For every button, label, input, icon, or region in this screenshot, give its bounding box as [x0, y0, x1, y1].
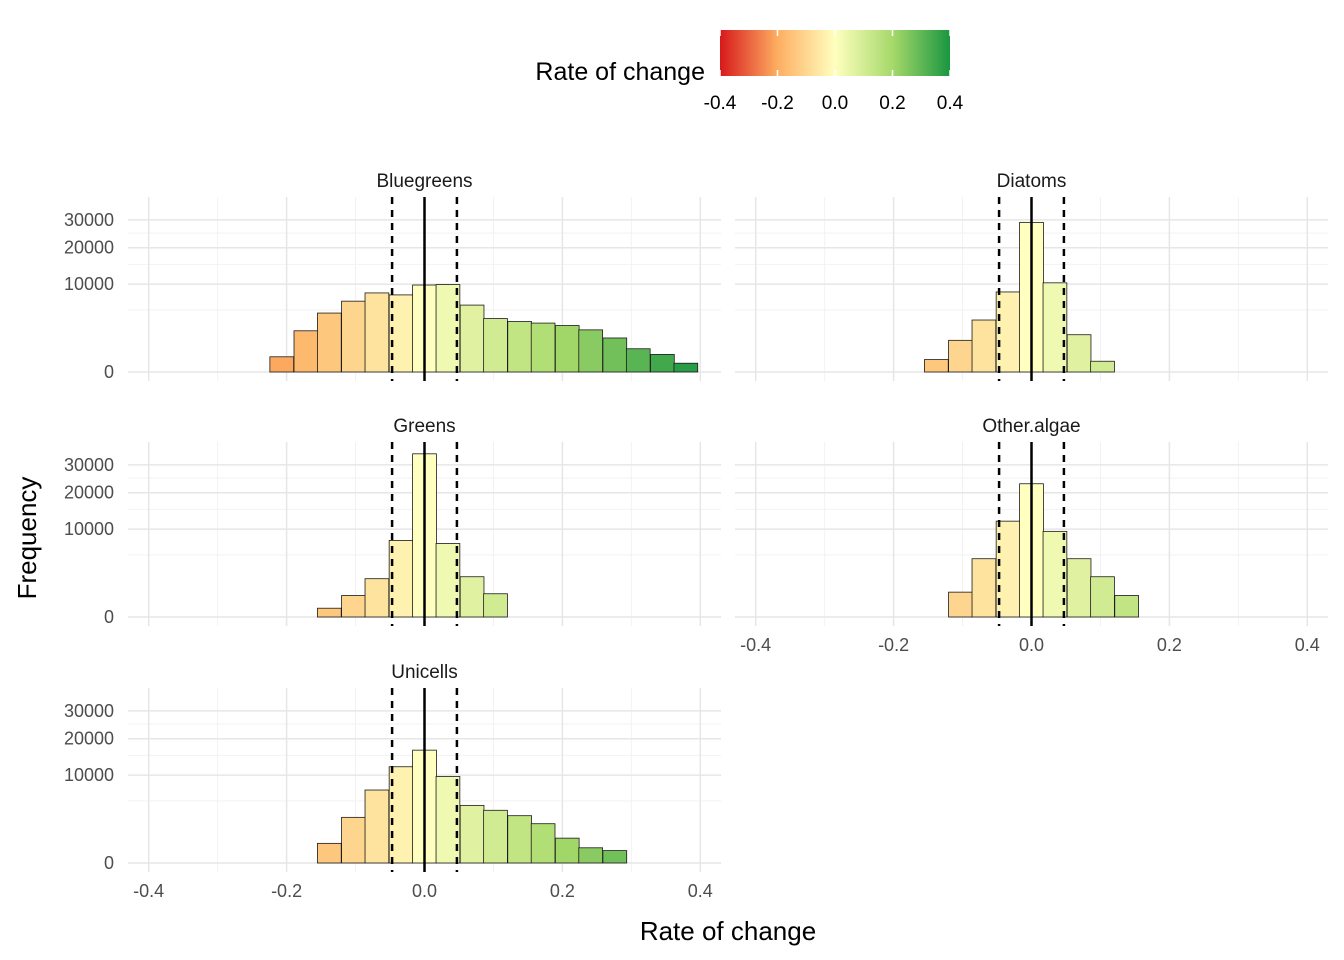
histogram-bar — [341, 595, 366, 618]
colorbar-tick-label: 0.0 — [822, 93, 848, 114]
facet-diatoms: Diatoms — [735, 171, 1328, 381]
histogram-bar — [364, 789, 390, 864]
histogram-bar — [1042, 282, 1068, 373]
y-tick-label: 0 — [104, 607, 114, 627]
y-tick-label: 30000 — [64, 455, 114, 475]
x-tick-label: -0.2 — [878, 635, 909, 655]
facet-other-algae: Other.algae -0.4 -0.2 0.0 0.2 0.4 — [735, 416, 1328, 655]
x-tick-label: 0.0 — [412, 881, 437, 901]
histogram-bar — [341, 816, 366, 864]
facet-title: Bluegreens — [376, 171, 472, 192]
facet-panels: Bluegreens 0 10000 20000 30000 Diatoms Greens 0… — [64, 171, 1328, 901]
x-tick-label: 0.4 — [688, 881, 713, 901]
histogram-bar — [578, 329, 603, 373]
facet-title: Other.algae — [982, 416, 1080, 437]
histogram-bar — [435, 543, 461, 618]
x-tick-label: 0.0 — [1019, 635, 1044, 655]
y-tick-label: 10000 — [64, 765, 114, 785]
histogram-bar — [341, 300, 366, 373]
histogram-bar — [269, 356, 295, 373]
y-tick-label: 30000 — [64, 210, 114, 230]
histogram-bar — [483, 593, 508, 618]
legend-title: Rate of change — [535, 58, 705, 86]
y-tick-label: 20000 — [64, 238, 114, 258]
histogram-bar — [459, 304, 485, 373]
x-tick-label: 0.4 — [1295, 635, 1320, 655]
histogram-bar — [459, 804, 485, 864]
histogram-bar — [507, 815, 532, 864]
histogram-bar — [364, 578, 390, 618]
y-axis-title: Frequency — [12, 477, 42, 600]
y-tick-label: 0 — [104, 362, 114, 382]
x-tick-label: 0.2 — [1157, 635, 1182, 655]
histogram-bar — [1090, 360, 1115, 373]
histogram-bar — [530, 322, 556, 373]
colorbar-ticks: -0.4 -0.2 0.0 0.2 0.4 — [704, 30, 964, 114]
colorbar-tick-label: 0.4 — [937, 93, 964, 114]
histogram-bar — [625, 348, 651, 373]
x-axis-title: Rate of change — [640, 916, 816, 946]
x-tick-label: -0.2 — [271, 881, 302, 901]
histogram-bar — [650, 354, 675, 373]
y-tick-label: 20000 — [64, 729, 114, 749]
facet-unicells: Unicells 0 10000 20000 30000 -0.4 -0.2 0.0 0.2 0.… — [64, 662, 721, 901]
histogram-bar — [948, 339, 973, 373]
y-tick-label: 30000 — [64, 701, 114, 721]
histogram-bar — [530, 823, 556, 864]
colorbar — [720, 30, 950, 76]
x-tick-label: -0.4 — [133, 881, 164, 901]
histogram-bar — [364, 292, 390, 373]
histogram-bar — [673, 362, 699, 373]
histogram-bar — [507, 321, 532, 373]
histogram-bar — [554, 837, 580, 864]
x-tick-label: 0.2 — [550, 881, 575, 901]
colorbar-tick-label: 0.2 — [879, 93, 905, 114]
histogram-bar — [317, 607, 342, 618]
histogram-bar — [1066, 558, 1092, 618]
histogram-bar — [317, 842, 342, 864]
facet-greens: Greens 0 10000 20000 30000 — [64, 416, 721, 627]
y-tick-label: 0 — [104, 853, 114, 873]
y-tick-label: 10000 — [64, 519, 114, 539]
histogram-bar — [578, 847, 603, 864]
facet-title: Diatoms — [997, 171, 1067, 192]
histogram-bar — [483, 318, 508, 373]
colorbar-legend: Rate of change -0.4 -0.2 0.0 0.2 0.4 — [535, 30, 964, 114]
histogram-bar — [293, 330, 319, 373]
y-tick-label: 20000 — [64, 483, 114, 503]
y-tick-label: 10000 — [64, 274, 114, 294]
histogram-bar — [602, 337, 628, 373]
histogram-bar — [602, 850, 628, 864]
colorbar-tick-label: -0.2 — [761, 93, 794, 114]
facet-bluegreens: Bluegreens 0 10000 20000 30000 — [64, 171, 721, 382]
histogram-bar — [924, 359, 949, 373]
histogram-bar — [1090, 576, 1115, 618]
histogram-bar — [317, 312, 342, 373]
histogram-bar — [1114, 595, 1139, 618]
histogram-bar — [1066, 334, 1092, 373]
histogram-bar — [948, 591, 973, 618]
facet-title: Unicells — [391, 662, 458, 683]
facet-title: Greens — [393, 416, 455, 437]
histogram-bar — [554, 325, 580, 373]
x-tick-label: -0.4 — [740, 635, 771, 655]
histogram-bar — [483, 809, 508, 864]
histogram-bar — [971, 319, 997, 373]
histogram-bar — [971, 558, 997, 618]
histogram-bar — [459, 576, 485, 618]
colorbar-tick-label: -0.4 — [704, 93, 737, 114]
